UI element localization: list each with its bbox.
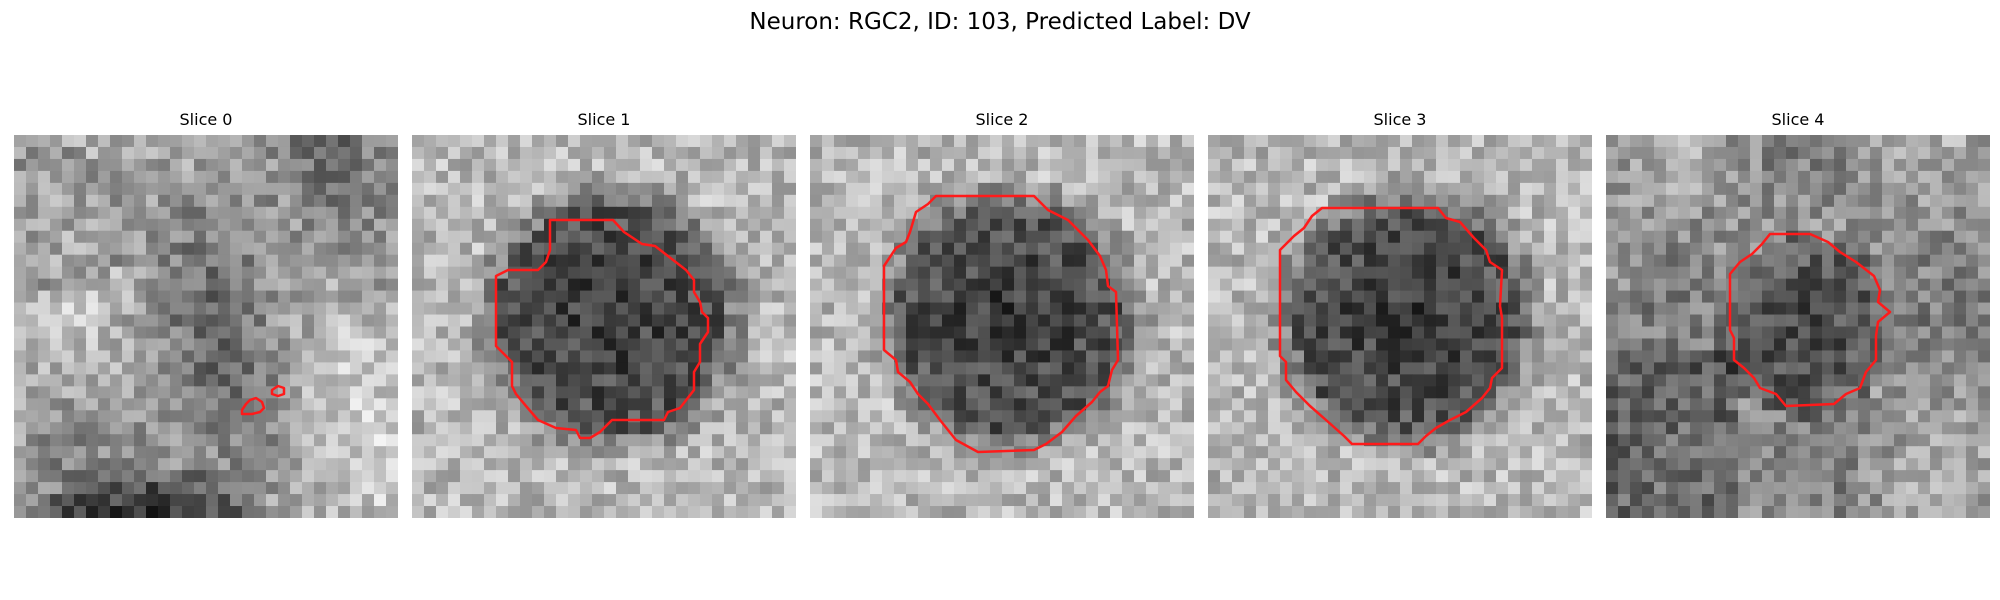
panel-title-slice-2: Slice 2: [975, 110, 1029, 129]
slice-2-image: [810, 135, 1194, 518]
panel-title-slice-0: Slice 0: [179, 110, 233, 129]
panel-title-slice-4: Slice 4: [1771, 110, 1825, 129]
slice-1-svg: [412, 135, 796, 518]
slice-4-contour: [1728, 232, 1892, 408]
panel-title-slice-1: Slice 1: [577, 110, 631, 129]
slice-4-image: [1606, 135, 1990, 518]
slice-0-svg: [14, 135, 398, 518]
slice-0-pixels: [14, 135, 398, 518]
slice-2-contour: [882, 194, 1120, 454]
slice-1-pixels: [412, 135, 796, 518]
slice-0-image: [14, 135, 398, 518]
slice-3-svg: [1208, 135, 1592, 518]
slice-2-pixels: [810, 135, 1194, 518]
panel-title-slice-3: Slice 3: [1373, 110, 1427, 129]
slice-4-pixels: [1606, 135, 1990, 518]
figure-title: Neuron: RGC2, ID: 103, Predicted Label: …: [749, 9, 1251, 35]
slice-1-image: [412, 135, 796, 518]
slice-3-pixels: [1208, 135, 1592, 518]
slice-4-svg: [1606, 135, 1990, 518]
slice-2-svg: [810, 135, 1194, 518]
slice-0-contour: [240, 384, 286, 416]
slice-3-contour: [1278, 206, 1504, 446]
slice-3-image: [1208, 135, 1592, 518]
slice-1-contour: [494, 218, 710, 440]
